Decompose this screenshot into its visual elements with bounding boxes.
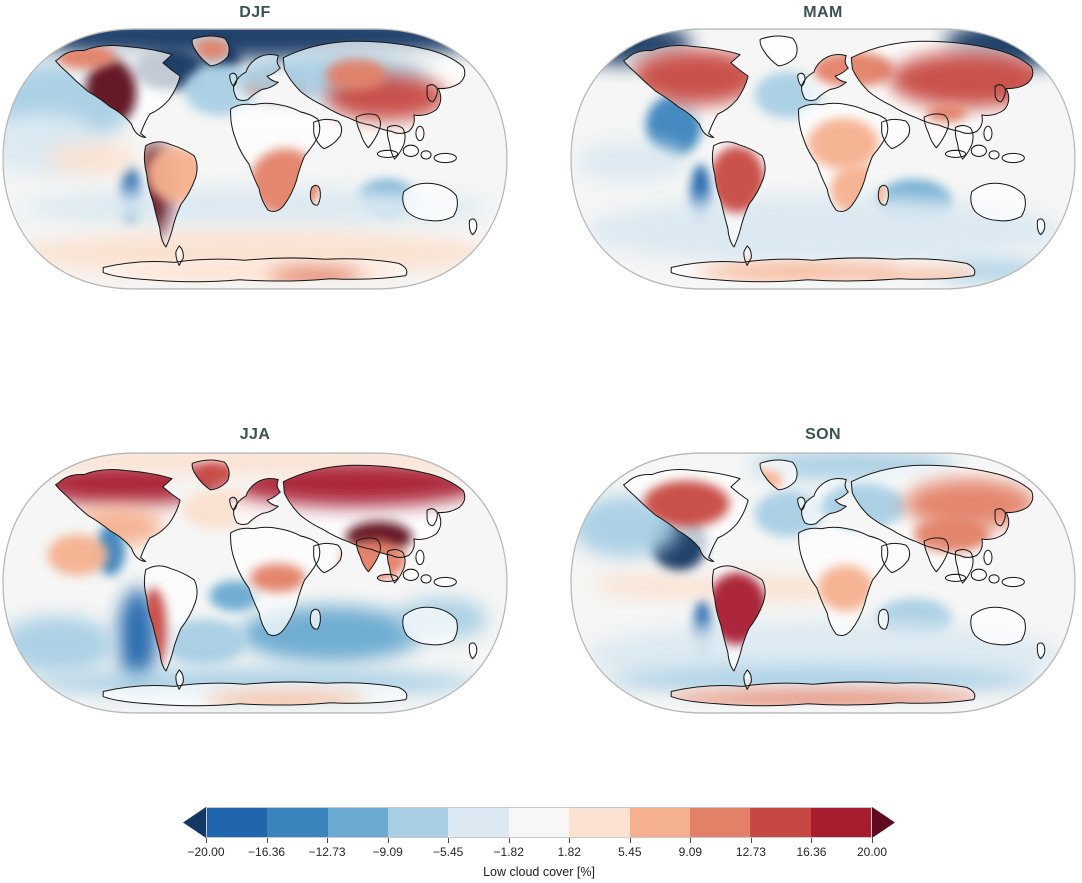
colorbar-tick-3 <box>387 838 389 843</box>
colorbar-tick-label-8: 9.09 <box>678 845 703 859</box>
colorbar-tick-label-9: 12.73 <box>735 845 766 859</box>
colorbar-segment-0 <box>207 808 268 837</box>
colorbar-tick-label-4: −5.45 <box>432 845 464 859</box>
colorbar-segment-6 <box>569 808 630 837</box>
colorbar-segment-7 <box>629 808 690 837</box>
map-svg-djf <box>2 28 508 290</box>
colorbar-axis-label: Low cloud cover [%] <box>483 865 595 879</box>
colorbar-tick-label-3: −9.09 <box>372 845 403 859</box>
colorbar-segment-2 <box>327 808 389 837</box>
map-svg-mam <box>570 28 1076 290</box>
colorbar-tick-label-5: −1.82 <box>493 845 524 859</box>
colorbar-tick-label-7: 5.45 <box>618 845 642 859</box>
colorbar-tick-10 <box>811 838 813 843</box>
map-svg-son <box>570 452 1076 714</box>
colorbar-segment-8 <box>689 808 751 837</box>
colorbar: Low cloud cover [%] −20.00 −16.36 −12.73 −9… <box>183 807 895 883</box>
colorbar-tick-4 <box>448 838 450 843</box>
map-son <box>570 450 1076 716</box>
colorbar-tick-7 <box>629 838 631 843</box>
colorbar-segment-10 <box>810 808 871 837</box>
colorbar-tick-2 <box>327 838 329 843</box>
colorbar-tick-label-10: 16.36 <box>796 845 827 859</box>
panel-jja: JJA <box>2 424 508 716</box>
panel-mam: MAM <box>570 2 1076 292</box>
colorbar-segment-1 <box>267 808 328 837</box>
panel-title-djf: DJF <box>239 4 271 21</box>
panel-title-jja: JJA <box>239 426 271 443</box>
colorbar-tick-label-6: 1.82 <box>557 845 581 859</box>
map-djf <box>2 26 508 292</box>
colorbar-tick-label-11: 20.00 <box>856 845 888 859</box>
map-mam <box>570 26 1076 292</box>
colorbar-tick-9 <box>750 838 752 843</box>
panel-son: SON <box>570 424 1076 716</box>
panel-title-son: SON <box>805 426 841 443</box>
panel-djf: DJF <box>2 2 508 292</box>
colorbar-tick-1 <box>266 838 268 843</box>
colorbar-tick-label-0: −20.00 <box>187 845 225 859</box>
colorbar-tick-label-2: −12.73 <box>308 845 346 859</box>
colorbar-segments <box>206 807 872 838</box>
colorbar-segment-5 <box>508 808 570 837</box>
colorbar-tick-11 <box>872 838 873 843</box>
map-svg-jja <box>2 452 508 714</box>
colorbar-tick-0 <box>206 838 207 843</box>
colorbar-segment-9 <box>750 808 811 837</box>
colorbar-segment-4 <box>448 808 509 837</box>
colorbar-tick-label-1: −16.36 <box>248 845 286 859</box>
colorbar-over-arrow <box>872 807 895 838</box>
map-jja <box>2 450 508 716</box>
colorbar-segment-3 <box>388 808 449 837</box>
colorbar-under-arrow <box>183 807 206 838</box>
colorbar-tick-6 <box>569 838 571 843</box>
panel-title-mam: MAM <box>803 4 843 21</box>
colorbar-tick-5 <box>508 838 510 843</box>
colorbar-bar <box>183 807 895 838</box>
colorbar-tick-8 <box>690 838 692 843</box>
